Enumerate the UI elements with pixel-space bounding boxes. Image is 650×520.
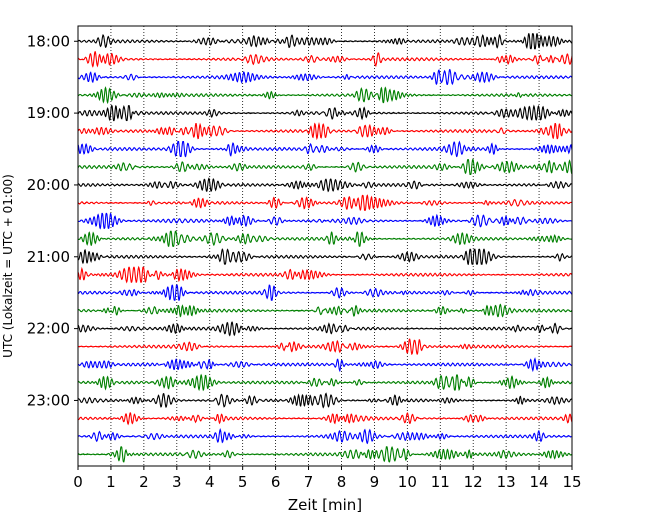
trace-1930 (77, 140, 573, 158)
y-axis-ticks: 18:00 19:00 20:00 21:00 22:00 23:00 (27, 32, 78, 409)
trace-1915 (77, 122, 573, 141)
x-tick-label: 13 (497, 473, 516, 491)
x-tick-label: 6 (271, 473, 281, 491)
trace-2100 (77, 248, 573, 266)
trace-1900 (77, 104, 573, 122)
trace-1945 (77, 158, 573, 175)
trace-2045 (77, 230, 573, 248)
trace-2015 (77, 194, 573, 212)
trace-2315 (77, 412, 573, 426)
y-tick-label: 23:00 (27, 391, 70, 409)
trace-2300 (77, 392, 573, 409)
trace-1830 (77, 69, 573, 86)
x-tick-label: 0 (73, 473, 83, 491)
trace-2345 (77, 445, 573, 463)
trace-2130 (77, 284, 573, 301)
x-axis-ticks: 0 1 2 3 4 5 6 7 8 9 10 11 12 13 14 15 (73, 466, 582, 491)
trace-2115 (77, 265, 573, 284)
trace-2230 (77, 357, 573, 373)
vertical-grid-lines (110, 26, 540, 466)
seismic-traces (77, 32, 573, 463)
x-tick-label: 10 (398, 473, 417, 491)
trace-1815 (77, 51, 573, 68)
x-tick-label: 8 (337, 473, 347, 491)
x-tick-label: 11 (431, 473, 450, 491)
y-tick-label: 18:00 (27, 32, 70, 50)
trace-2200 (77, 321, 573, 337)
x-tick-label: 1 (106, 473, 116, 491)
x-axis-label: Zeit [min] (288, 496, 362, 514)
trace-2245 (77, 373, 573, 392)
x-tick-label: 5 (238, 473, 248, 491)
y-axis-label: UTC (Lokalzeit = UTC + 01:00) (1, 174, 15, 358)
y-tick-label: 19:00 (27, 104, 70, 122)
x-tick-label: 14 (530, 473, 549, 491)
y-tick-label: 21:00 (27, 248, 70, 266)
x-tick-label: 15 (562, 473, 581, 491)
x-tick-label: 9 (370, 473, 380, 491)
plot-frame (77, 25, 573, 467)
y-tick-label: 22:00 (27, 320, 70, 338)
trace-1845 (77, 86, 573, 105)
trace-1800 (77, 32, 573, 50)
y-tick-label: 20:00 (27, 176, 70, 194)
trace-2330 (77, 427, 573, 445)
x-tick-label: 4 (205, 473, 215, 491)
x-tick-label: 12 (464, 473, 483, 491)
x-tick-label: 3 (172, 473, 182, 491)
trace-2000 (77, 177, 573, 193)
x-tick-label: 2 (139, 473, 149, 491)
x-tick-label: 7 (304, 473, 314, 491)
trace-2215 (77, 338, 573, 356)
trace-2030 (77, 212, 573, 230)
trace-2145 (77, 303, 573, 318)
